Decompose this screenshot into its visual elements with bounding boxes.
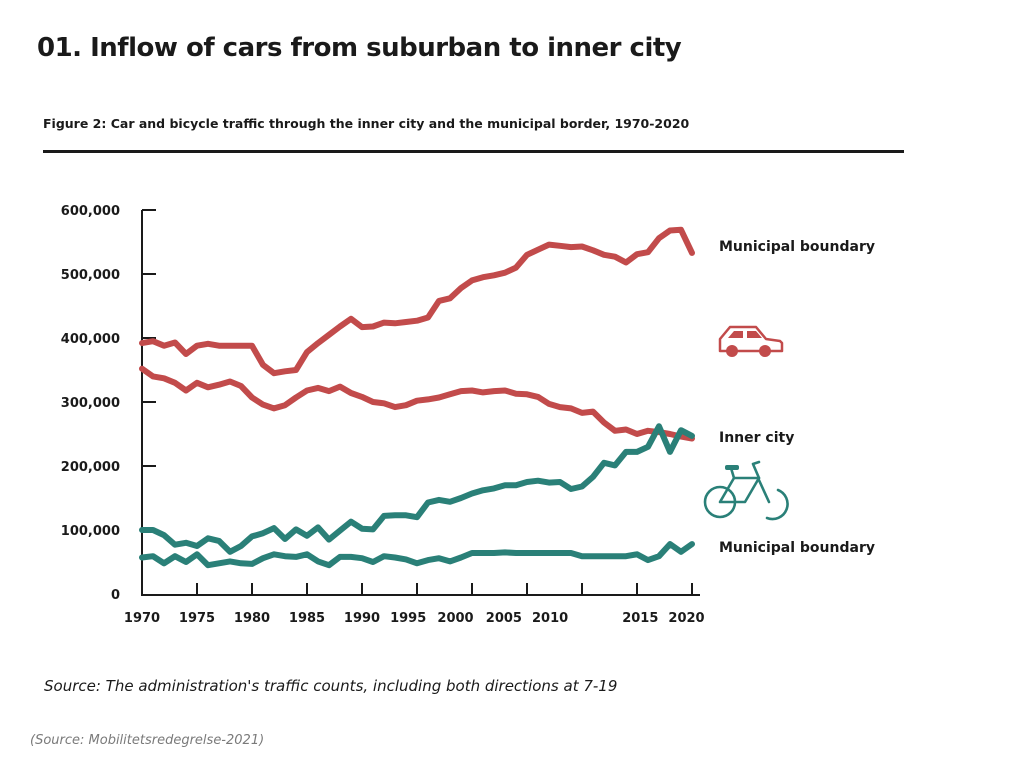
y-tick-label: 400,000 bbox=[61, 332, 120, 347]
label-cars-municipal-boundary: Municipal boundary bbox=[719, 239, 875, 255]
x-tick-label: 1975 bbox=[179, 611, 215, 626]
x-tick-label: 1970 bbox=[124, 611, 160, 626]
series-line-cars-municipal-boundary bbox=[139, 226, 695, 377]
source-note: Source: The administration's traffic cou… bbox=[44, 677, 618, 695]
y-tick-label: 0 bbox=[111, 588, 120, 603]
y-tick-label: 300,000 bbox=[61, 396, 120, 411]
y-tick-label: 600,000 bbox=[61, 204, 120, 219]
x-axis: 1970 1975 1980 1985 1990 1995 2000 2005 2010 2015… bbox=[124, 583, 705, 626]
bicycle-icon bbox=[703, 460, 789, 521]
y-tick-label: 500,000 bbox=[61, 268, 120, 283]
y-tick-label: 200,000 bbox=[61, 460, 120, 475]
label-inner-city: Inner city bbox=[719, 430, 794, 446]
y-tick-label: 100,000 bbox=[61, 524, 120, 539]
x-tick-label: 2010 bbox=[532, 611, 568, 626]
y-axis: 0 100,000 200,000 300,000 400,000 500,000 600,… bbox=[61, 204, 156, 603]
series-line-bicycles-inner-city bbox=[139, 423, 695, 555]
x-tick-label: 2000 bbox=[437, 611, 473, 626]
label-bikes-municipal-boundary: Municipal boundary bbox=[719, 540, 875, 556]
x-tick-label: 1995 bbox=[390, 611, 426, 626]
source-origin: (Source: Mobilitetsredegrelse-2021) bbox=[30, 733, 265, 748]
car-icon bbox=[718, 325, 784, 357]
x-tick-label: 2015 bbox=[622, 611, 658, 626]
page-title: 01. Inflow of cars from suburban to inne… bbox=[37, 33, 682, 63]
x-tick-label: 1990 bbox=[344, 611, 380, 626]
caption-divider bbox=[43, 150, 904, 153]
series-line-cars-inner-city bbox=[139, 365, 695, 442]
x-tick-label: 2020 bbox=[668, 611, 704, 626]
figure-caption: Figure 2: Car and bicycle traffic throug… bbox=[43, 116, 690, 131]
series-line-bicycles-municipal-boundary bbox=[139, 541, 695, 569]
x-tick-label: 1980 bbox=[234, 611, 270, 626]
x-tick-label: 1985 bbox=[289, 611, 325, 626]
x-tick-label: 2005 bbox=[486, 611, 522, 626]
